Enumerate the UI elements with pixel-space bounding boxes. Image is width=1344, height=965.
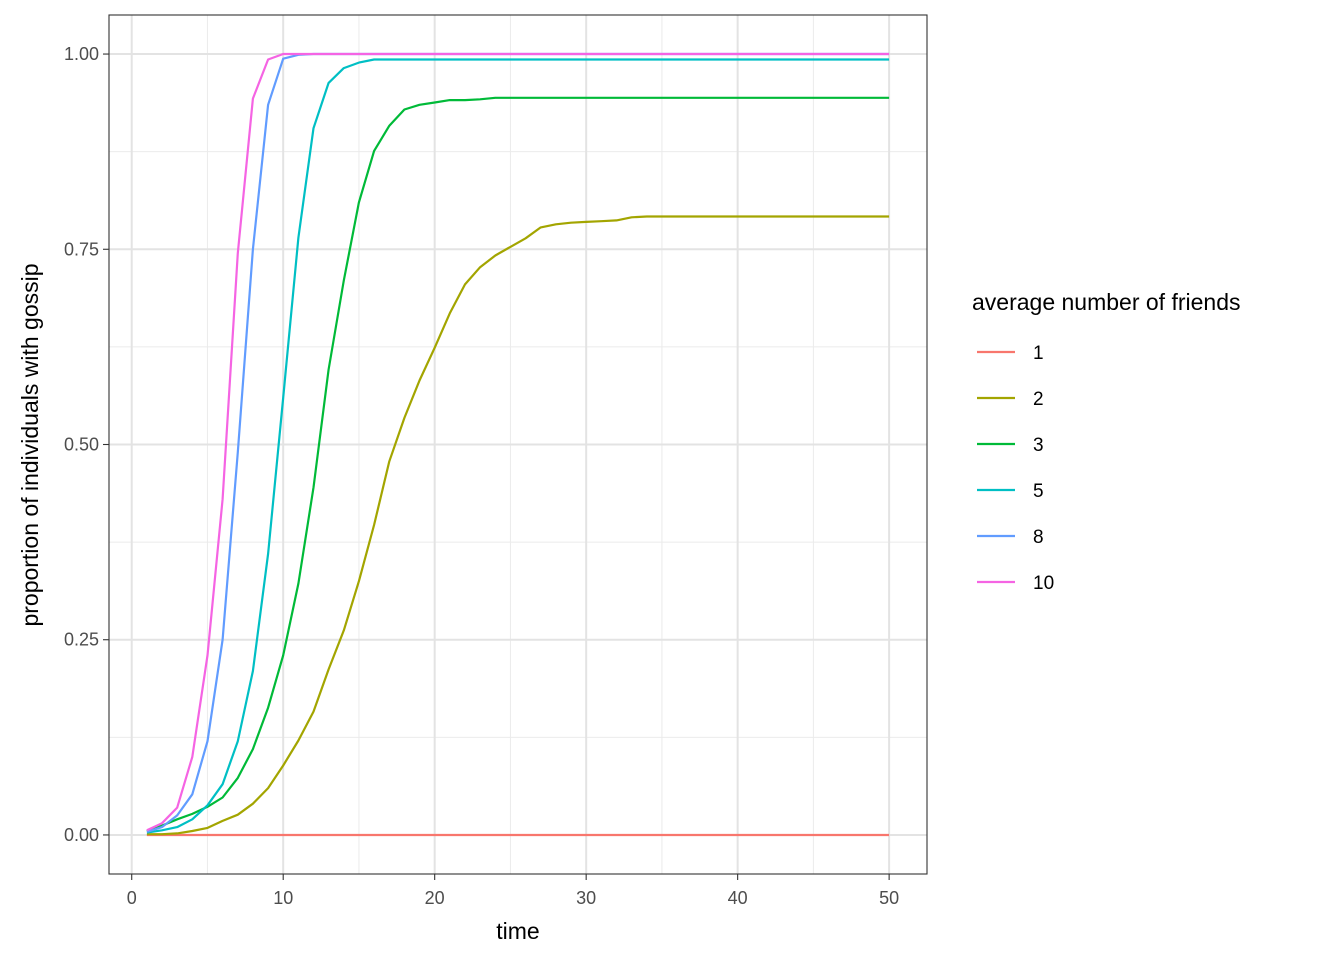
legend: average number of friends 1 2 3 5 8 10 xyxy=(972,289,1241,594)
y-tick-label: 0.25 xyxy=(64,630,99,650)
x-tick-label: 50 xyxy=(879,888,899,908)
x-tick-label: 10 xyxy=(273,888,293,908)
x-tick-label: 30 xyxy=(576,888,596,908)
grid xyxy=(109,15,927,874)
series-line-2 xyxy=(146,215,890,836)
series-line-8 xyxy=(146,52,890,833)
x-axis: 0 10 20 30 40 50 xyxy=(127,874,899,908)
y-tick-label: 1.00 xyxy=(64,44,99,64)
x-axis-label: time xyxy=(496,918,539,944)
series-line-5 xyxy=(146,58,890,834)
legend-label: 3 xyxy=(1033,435,1044,456)
legend-label: 8 xyxy=(1033,527,1044,548)
series-lines xyxy=(146,52,890,837)
legend-label: 5 xyxy=(1033,481,1044,502)
x-tick-label: 40 xyxy=(728,888,748,908)
legend-title: average number of friends xyxy=(972,289,1241,315)
series-line-3 xyxy=(146,96,890,833)
legend-label: 1 xyxy=(1033,343,1044,364)
series-line-10 xyxy=(146,52,890,832)
y-tick-label: 0.00 xyxy=(64,825,99,845)
legend-label: 10 xyxy=(1033,573,1054,594)
y-tick-label: 0.75 xyxy=(64,239,99,259)
x-tick-label: 20 xyxy=(425,888,445,908)
legend-label: 2 xyxy=(1033,389,1044,410)
y-axis: 0.00 0.25 0.50 0.75 1.00 xyxy=(64,44,109,845)
y-tick-label: 0.50 xyxy=(64,435,99,455)
y-axis-label: proportion of individuals with gossip xyxy=(17,263,43,626)
x-tick-label: 0 xyxy=(127,888,137,908)
